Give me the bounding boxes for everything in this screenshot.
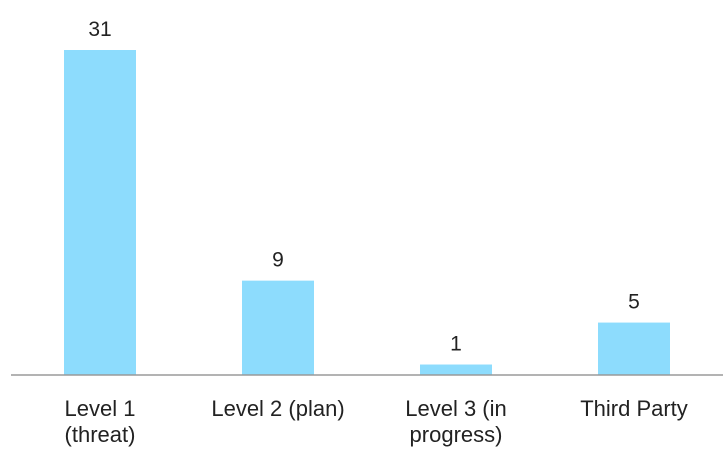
x-tick-label: Level 2 (plan) xyxy=(211,396,345,421)
x-tick-label: Level 1 (threat) xyxy=(64,396,136,447)
bar xyxy=(242,280,314,375)
x-tick-label: Third Party xyxy=(580,396,688,421)
bar xyxy=(64,50,136,375)
data-label: 1 xyxy=(450,333,462,356)
data-label: 5 xyxy=(628,291,640,314)
bar xyxy=(598,322,670,375)
data-label: 31 xyxy=(88,18,111,41)
data-label: 9 xyxy=(272,249,284,272)
bar xyxy=(420,364,492,375)
x-tick-label: Level 3 (in progress) xyxy=(405,396,507,447)
